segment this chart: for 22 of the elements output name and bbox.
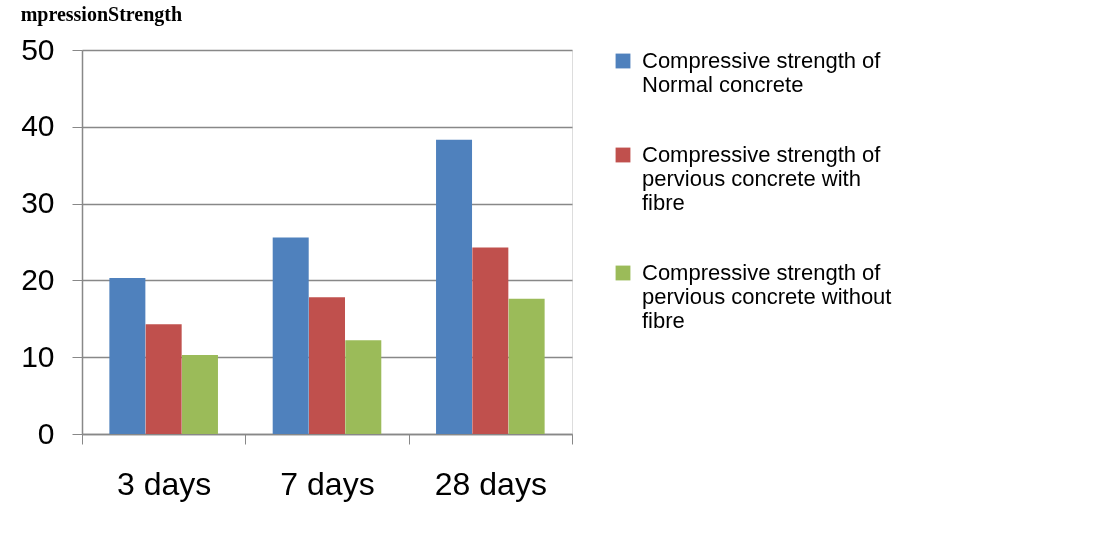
x-tick-label: 3 days — [117, 465, 212, 502]
chart-title: mpressionStrength — [20, 3, 183, 26]
x-tick-label: 7 days — [280, 465, 375, 502]
y-tick-label: 30 — [21, 186, 55, 220]
bar — [309, 297, 345, 434]
x-tick-label: 28 days — [434, 465, 547, 502]
y-tick-label: 50 — [21, 32, 55, 66]
legend-label: Compressive strength of Normal concrete — [642, 48, 882, 97]
bar — [345, 340, 382, 434]
bar — [109, 278, 146, 434]
bar — [508, 298, 545, 434]
y-tick-label: 20 — [21, 262, 55, 296]
bar — [272, 237, 309, 434]
bar — [145, 324, 182, 434]
legend-label: Compressive strength of pervious concrete with fibre — [642, 142, 882, 215]
bar — [181, 354, 218, 434]
legend-label: Compressive strength of pervious concrete without fibre — [642, 260, 892, 333]
y-tick-label: 10 — [21, 339, 55, 373]
bar — [436, 139, 473, 434]
bar — [472, 247, 509, 434]
y-tick-label: 0 — [37, 416, 55, 450]
y-tick-label: 40 — [21, 109, 55, 143]
